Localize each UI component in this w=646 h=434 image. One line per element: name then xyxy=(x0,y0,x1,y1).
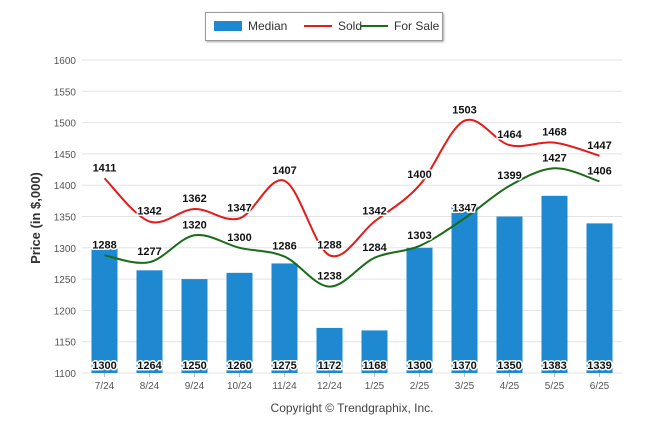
line-for-sale xyxy=(104,167,600,288)
data-label-sold-10-24: 1347 xyxy=(227,202,251,214)
y-tick-label-1550: 1550 xyxy=(54,87,77,98)
y-tick-label-1150: 1150 xyxy=(54,338,76,349)
data-label-sold-12-24: 1288 xyxy=(317,239,341,251)
legend-swatch-sold xyxy=(304,25,332,27)
bar-median-7-24 xyxy=(91,247,118,373)
x-tick-labels: 7/24 8/24 9/24 10/24 11/24 12/24 1/25 2/25 3/25 4… xyxy=(95,373,610,392)
bar-median-6-25 xyxy=(586,223,613,373)
legend-label-for-sale: For Sale xyxy=(394,19,440,33)
data-label-for-sale-9-24: 1320 xyxy=(182,219,206,231)
legend-swatch-for-sale xyxy=(360,25,388,27)
data-label-median-8-24: 1264 xyxy=(137,360,162,372)
legend: Median Sold For Sale xyxy=(205,12,443,41)
data-label-for-sale-8-24: 1277 xyxy=(137,246,161,258)
x-tick-label-7-24: 7/24 xyxy=(95,381,115,392)
bar-median-3-25 xyxy=(451,203,478,373)
data-label-for-sale-10-24: 1300 xyxy=(227,232,251,244)
data-labels: 1300 1264 1250 1260 1275 1172 1168 1300 1370 1350… xyxy=(91,103,613,373)
bar-median-1-25 xyxy=(361,330,388,373)
data-label-median-4-25: 1350 xyxy=(497,360,521,372)
data-label-for-sale-7-24: 1288 xyxy=(92,239,116,251)
data-label-median-11-24: 1275 xyxy=(272,360,296,372)
legend-item-for-sale: For Sale xyxy=(360,19,439,33)
copyright-text: Copyright © Trendgraphix, Inc. xyxy=(271,401,434,415)
median-bars xyxy=(91,195,613,373)
data-label-median-7-24: 1300 xyxy=(92,360,116,372)
bar-median-12-24 xyxy=(316,327,343,373)
y-tick-label-1350: 1350 xyxy=(54,213,77,224)
x-tick-label-1-25: 1/25 xyxy=(365,381,385,392)
y-tick-label-1600: 1600 xyxy=(54,56,77,67)
data-label-for-sale-3-25: 1347 xyxy=(452,202,476,214)
bar-median-9-24 xyxy=(181,279,208,373)
data-label-median-1-25: 1168 xyxy=(363,360,387,372)
x-tick-label-10-24: 10/24 xyxy=(227,381,252,392)
x-tick-label-8-24: 8/24 xyxy=(140,381,160,392)
bar-median-8-24 xyxy=(136,270,163,373)
x-tick-label-3-25: 3/25 xyxy=(455,381,475,392)
legend-label-median: Median xyxy=(248,19,288,33)
data-label-sold-8-24: 1342 xyxy=(137,206,161,218)
data-label-sold-6-25: 1447 xyxy=(587,140,611,152)
bar-median-4-25 xyxy=(496,216,523,373)
data-label-median-10-24: 1260 xyxy=(227,360,251,372)
x-tick-label-4-25: 4/25 xyxy=(500,381,520,392)
legend-swatch-median xyxy=(214,21,242,31)
bar-median-2-25 xyxy=(406,247,433,373)
data-label-sold-5-25: 1468 xyxy=(542,127,566,139)
data-label-for-sale-6-25: 1406 xyxy=(587,165,611,177)
data-label-for-sale-5-25: 1427 xyxy=(542,152,566,164)
data-label-for-sale-2-25: 1303 xyxy=(407,230,431,242)
series-lines xyxy=(103,118,600,288)
data-label-sold-9-24: 1362 xyxy=(182,193,206,205)
data-label-sold-4-25: 1464 xyxy=(497,129,522,141)
bar-median-11-24 xyxy=(271,263,298,373)
data-label-sold-3-25: 1503 xyxy=(452,105,476,117)
bar-median-10-24 xyxy=(226,272,253,373)
legend-label-sold: Sold xyxy=(338,19,363,33)
y-tick-label-1250: 1250 xyxy=(54,275,77,286)
data-label-sold-7-24: 1411 xyxy=(93,162,117,174)
data-label-sold-2-25: 1400 xyxy=(407,169,431,181)
data-label-for-sale-11-24: 1286 xyxy=(272,241,296,253)
data-label-median-12-24: 1172 xyxy=(318,360,342,372)
x-tick-label-5-25: 5/25 xyxy=(545,381,565,392)
y-tick-label-1500: 1500 xyxy=(54,119,77,130)
data-label-for-sale-12-24: 1238 xyxy=(317,271,341,283)
legend-item-sold: Sold xyxy=(304,19,362,33)
x-tick-label-6-25: 6/25 xyxy=(590,381,610,392)
gridlines xyxy=(82,59,622,374)
data-label-sold-11-24: 1407 xyxy=(272,165,296,177)
data-label-for-sale-1-25: 1284 xyxy=(362,242,387,254)
y-tick-labels: 1100 1150 1200 1250 1300 1350 1400 1450 1500 1550… xyxy=(54,56,77,380)
data-label-median-5-25: 1383 xyxy=(542,360,566,372)
data-label-for-sale-4-25: 1399 xyxy=(497,170,521,182)
y-tick-label-1450: 1450 xyxy=(54,150,77,161)
y-tick-label-1400: 1400 xyxy=(54,181,77,192)
data-label-median-9-24: 1250 xyxy=(182,360,206,372)
legend-item-median: Median xyxy=(214,19,287,33)
y-tick-label-1100: 1100 xyxy=(54,369,76,380)
data-label-sold-1-25: 1342 xyxy=(362,206,386,218)
y-tick-label-1300: 1300 xyxy=(54,244,77,255)
x-tick-label-12-24: 12/24 xyxy=(317,381,342,392)
data-label-median-3-25: 1370 xyxy=(452,360,476,372)
data-label-median-6-25: 1339 xyxy=(587,360,611,372)
x-tick-label-9-24: 9/24 xyxy=(185,381,205,392)
y-tick-label-1200: 1200 xyxy=(54,306,77,317)
x-tick-label-2-25: 2/25 xyxy=(410,381,430,392)
data-label-median-2-25: 1300 xyxy=(407,360,431,372)
bar-median-5-25 xyxy=(541,195,568,373)
y-axis-label: Price (in $,000) xyxy=(28,172,43,264)
x-tick-label-11-24: 11/24 xyxy=(272,381,297,392)
line-sold xyxy=(103,118,600,258)
